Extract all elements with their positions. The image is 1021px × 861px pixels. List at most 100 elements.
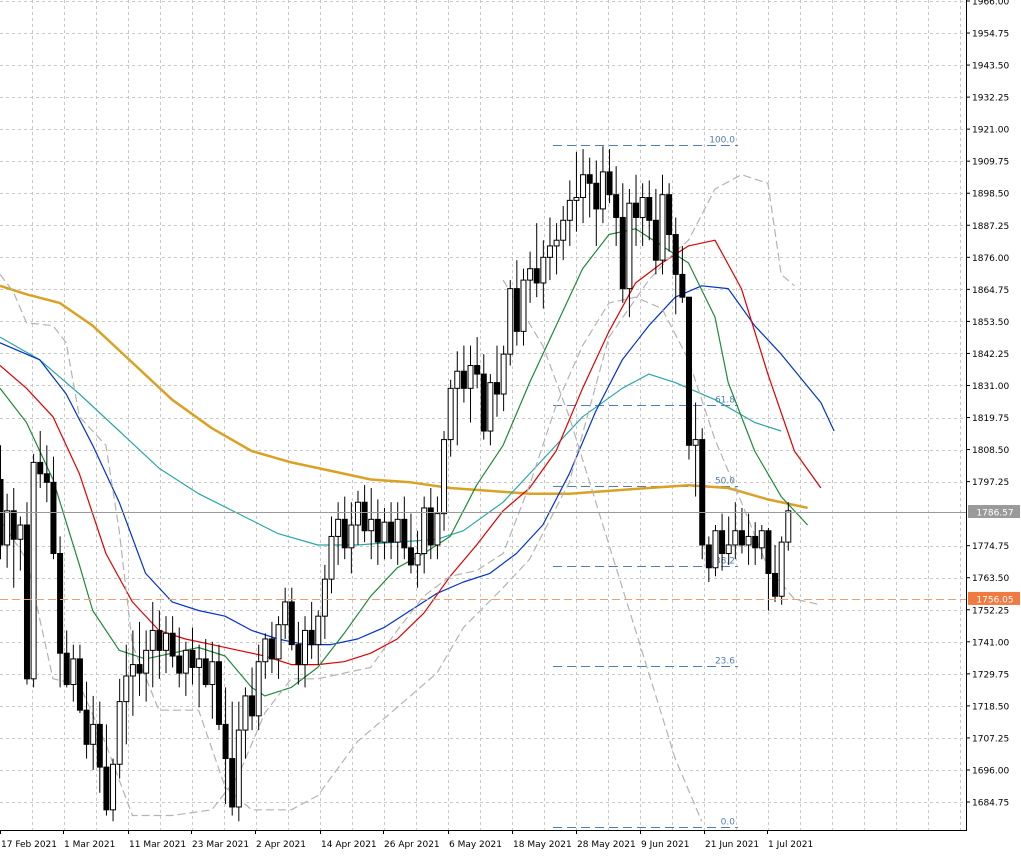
candle: [381, 507, 388, 560]
candle: [315, 610, 322, 665]
candle: [772, 544, 779, 602]
current-price-label: 1786.57: [976, 509, 1013, 519]
price-tick-label: 1774.75: [972, 542, 1009, 552]
candle: [348, 502, 355, 574]
time-tick-label: 21 Jun 2021: [705, 840, 759, 850]
candle: [619, 183, 626, 303]
candle-body-bull: [235, 729, 242, 808]
candle: [328, 516, 335, 594]
candle-body-bull: [599, 171, 606, 210]
candle: [447, 379, 454, 457]
candle: [321, 564, 328, 639]
candle: [262, 633, 269, 679]
candle: [10, 488, 17, 588]
candle: [738, 507, 745, 554]
moving-average-line: [0, 239, 822, 666]
candle: [249, 667, 256, 731]
candle-body-bull: [573, 197, 580, 201]
candle: [394, 502, 401, 565]
candle: [222, 687, 229, 805]
candle: [705, 536, 712, 582]
candle: [758, 525, 765, 560]
candle: [43, 445, 50, 503]
candle: [732, 502, 739, 560]
candle-body-bull: [414, 553, 421, 566]
candle: [586, 157, 593, 218]
candle: [500, 345, 507, 412]
candle: [441, 431, 448, 531]
candle-body-bull: [328, 535, 335, 580]
candle: [467, 345, 474, 423]
candle-body-bull: [732, 530, 739, 546]
candle-body-bull: [129, 664, 136, 677]
time-tick-label: 11 Mar 2021: [129, 840, 186, 850]
candle: [182, 641, 189, 696]
candle: [229, 701, 236, 816]
candle-body-bull: [321, 578, 328, 617]
candle-body-bear: [76, 658, 83, 711]
price-tick-label: 1741.00: [972, 638, 1009, 648]
candle-body-bull: [785, 510, 792, 543]
candle: [606, 149, 613, 204]
price-tick-label: 1921.00: [972, 126, 1009, 136]
time-tick-label: 9 Jun 2021: [641, 840, 689, 850]
candle-body-bull: [580, 174, 587, 199]
time-tick-label: 18 May 2021: [513, 840, 572, 850]
candle: [593, 160, 600, 246]
candle-body-bull: [434, 513, 441, 546]
price-tick-label: 1876.00: [972, 254, 1009, 264]
candle: [129, 630, 136, 716]
candle: [57, 536, 64, 688]
price-tick-label: 1819.75: [972, 414, 1009, 424]
candle: [719, 513, 726, 571]
candle: [110, 758, 117, 822]
price-tick-label: 1707.25: [972, 734, 1009, 744]
candle: [341, 496, 348, 560]
fib-level-label: 61.8: [715, 396, 735, 406]
candle-body-bear: [606, 171, 613, 196]
candle-body-bull: [692, 439, 699, 446]
fib-level-label: 50.0: [715, 477, 735, 487]
candle-body-bear: [156, 629, 163, 651]
candle: [63, 630, 70, 688]
price-tick-label: 1763.50: [972, 574, 1009, 584]
candle-body-bull: [335, 518, 342, 537]
candle-body-bear: [752, 535, 759, 549]
candle: [288, 587, 295, 651]
candle: [23, 502, 30, 685]
candle-body-bear: [619, 216, 626, 290]
moving-average-line: [0, 336, 782, 546]
candle-body-bear: [666, 194, 673, 236]
candle-body-bear: [103, 766, 110, 811]
candle: [540, 240, 547, 309]
candle: [421, 496, 428, 574]
candle-body-bear: [388, 521, 395, 543]
candle: [533, 223, 540, 298]
moving-average-line: [0, 296, 822, 817]
candle: [354, 490, 361, 545]
candle: [76, 644, 83, 713]
candle-body-bear: [427, 507, 434, 546]
candle: [474, 337, 481, 389]
candle-body-bear: [202, 658, 209, 686]
candle: [745, 513, 752, 565]
candle: [626, 188, 633, 318]
candle-body-bull: [163, 632, 169, 651]
candle-body-bull: [394, 518, 401, 543]
candle-body-bull: [712, 530, 719, 569]
price-tick-label: 1797.25: [972, 478, 1009, 488]
price-tick-label: 1932.25: [972, 94, 1009, 104]
candle-body-bear: [593, 182, 600, 210]
candle-body-bear: [494, 382, 500, 395]
fibonacci-retracement: 100.0 61.8 50.0 38.2 23.6 0.0: [553, 136, 738, 828]
candle: [487, 374, 494, 446]
candle-body-bear: [295, 644, 302, 666]
candle-body-bull: [745, 535, 752, 546]
price-tick-label: 1718.50: [972, 702, 1009, 712]
candle-body-bear: [705, 544, 712, 569]
candle-body-bull: [553, 239, 560, 247]
candle: [103, 724, 110, 816]
